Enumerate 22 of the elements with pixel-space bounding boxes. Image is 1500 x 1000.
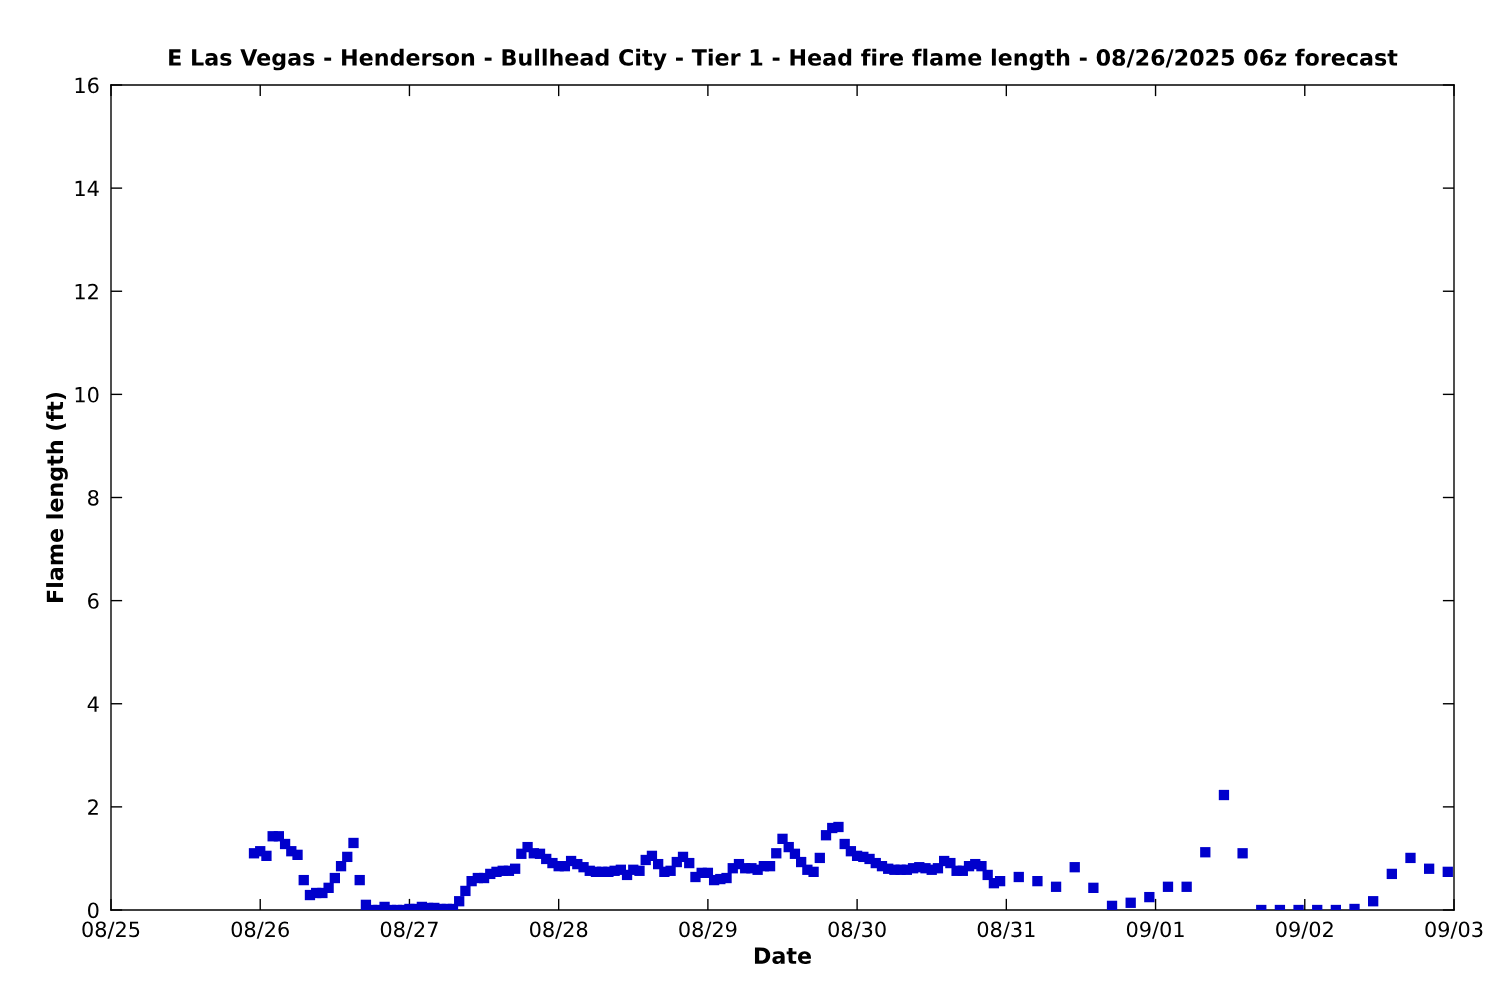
x-tick-label: 09/02	[1276, 921, 1333, 939]
x-tick-label: 08/29	[679, 921, 737, 939]
x-tick-label: 08/30	[828, 921, 886, 939]
x-axis-title: Date	[754, 947, 811, 965]
x-tick-label: 09/03	[1425, 921, 1483, 939]
y-tick-label: 16	[75, 77, 99, 94]
x-tick-label: 08/28	[530, 921, 588, 939]
x-tick-label: 08/31	[977, 921, 1035, 939]
x-tick-label: 08/26	[231, 921, 289, 939]
x-tick-label: 08/25	[82, 921, 140, 939]
y-tick-label: 0	[88, 902, 99, 919]
x-tick-label: 08/27	[380, 921, 438, 939]
y-tick-label: 2	[88, 799, 98, 815]
y-tick-label: 12	[75, 283, 98, 300]
y-tick-label: 10	[75, 386, 99, 403]
x-tick-label: 09/01	[1126, 921, 1184, 939]
y-tick-label: 14	[75, 180, 99, 197]
chart-title: E Las Vegas - Henderson - Bullhead City - Tier 1 - Head fire flame length - 08/26/2025 06z forecast	[169, 48, 1398, 71]
y-axis-title: Flame length (ft)	[46, 392, 68, 602]
y-tick-label: 8	[88, 489, 99, 506]
y-tick-label: 4	[87, 696, 99, 712]
y-tick-label: 6	[88, 593, 99, 609]
